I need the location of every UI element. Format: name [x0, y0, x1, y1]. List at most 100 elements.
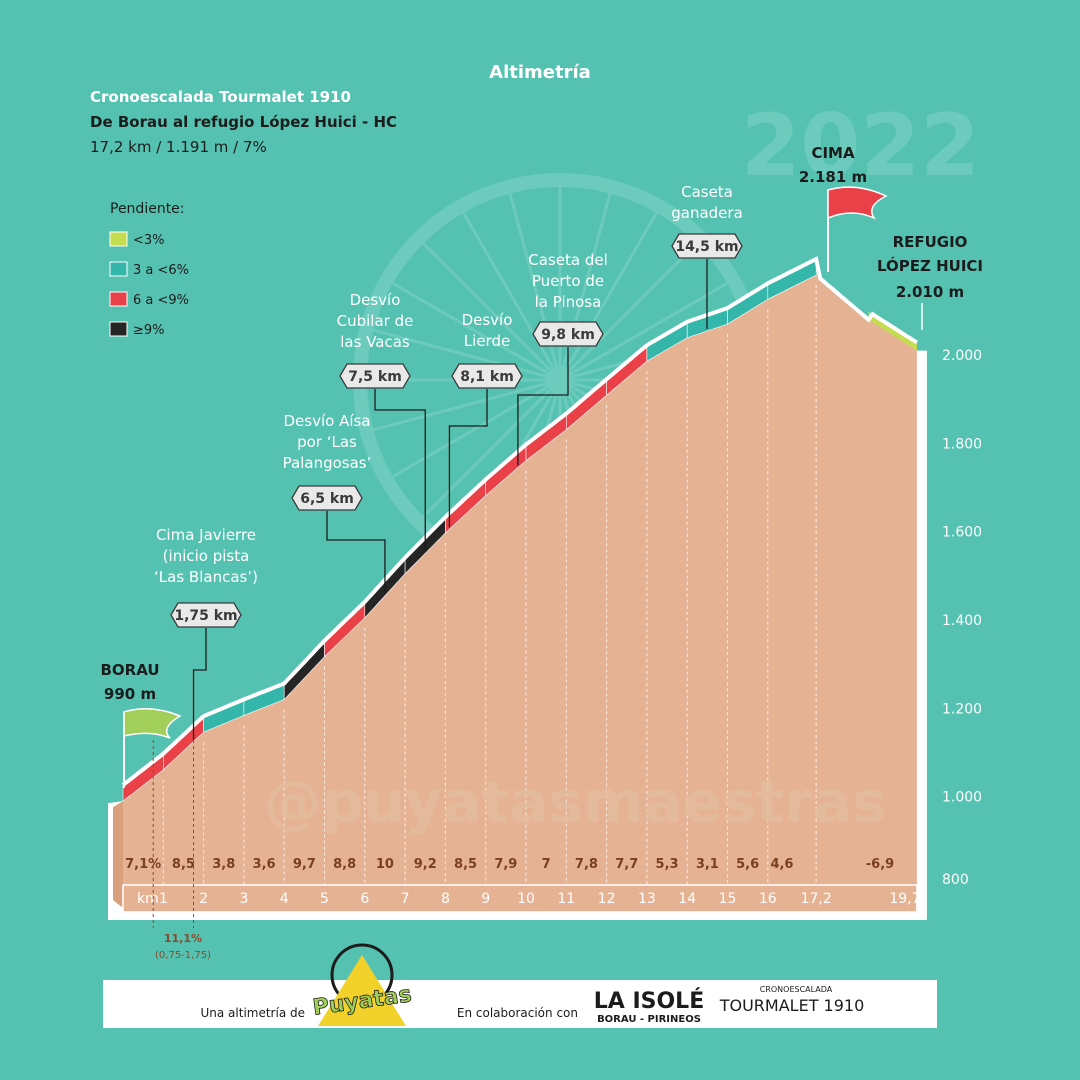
- legend-label: <3%: [133, 233, 165, 248]
- legend-swatch: [109, 261, 128, 277]
- x-tick-label: 3: [239, 891, 248, 907]
- y-tick-label: 1.400: [942, 613, 982, 629]
- segment-grade-label: 7,8: [575, 857, 598, 872]
- km-gridlines: [162, 285, 817, 885]
- route-stats: 17,2 km / 1.191 m / 7%: [90, 138, 267, 156]
- segment-grade-label: 3,8: [212, 857, 235, 872]
- refugio-name-line2: LÓPEZ HUICI: [877, 256, 983, 275]
- wheel-spoke: [558, 240, 700, 382]
- summit-altitude: 2.181 m: [799, 168, 867, 186]
- poi-name: Palangosas’: [283, 454, 372, 472]
- refugio-altitude: 2.010 m: [896, 283, 964, 301]
- y-tick-label: 1.600: [942, 525, 982, 541]
- poi-km-badge: [671, 233, 743, 259]
- profile-side-face: [113, 801, 123, 908]
- segment-grade-label: 7,1%: [125, 857, 161, 872]
- watermark-handle: @puyatasmaestras: [264, 768, 887, 836]
- wheel-spoke: [389, 280, 561, 382]
- footer-collab: En colaboración con: [457, 1006, 578, 1020]
- wheel-spoke: [420, 378, 562, 520]
- summit-name: CIMA: [811, 144, 855, 162]
- profile-top-edge: [121, 256, 918, 787]
- x-tick-label: 17,2: [801, 891, 832, 907]
- poi-name: por ‘Las: [297, 433, 357, 451]
- start-flag-icon: [123, 708, 182, 739]
- chart-title: Altimetría: [489, 62, 591, 83]
- summit-marker: CIMA 2.181 m: [799, 144, 888, 272]
- legend-swatch: [109, 291, 128, 307]
- wheel-spoke: [420, 240, 562, 382]
- legend-swatch: [109, 321, 128, 337]
- wheel-spoke: [460, 209, 562, 381]
- start-altitude: 990 m: [104, 685, 156, 703]
- x-tick-label: 9: [481, 891, 490, 907]
- tourmalet-logo: TOURMALET 1910: [719, 996, 865, 1015]
- segment-grade-label: -6,9: [866, 857, 894, 872]
- poi-name: las Vacas: [340, 333, 410, 351]
- poi-leader-line: [192, 628, 207, 740]
- poi-name: Caseta del: [528, 251, 607, 269]
- steep-grade: 11,1%: [164, 932, 202, 945]
- wheel-spoke: [558, 209, 660, 381]
- wheel-spoke: [370, 327, 561, 382]
- poi-name: Desvío: [350, 291, 401, 309]
- poi-leader-line: [517, 347, 569, 466]
- segment-grades: 7,1% 8,5 3,8 3,6 9,7 8,8 10 9,2 8,5 7,9 7 7,8 7,7 5,3…: [125, 857, 894, 872]
- x-tick-label: 2: [199, 891, 208, 907]
- poi-km-label: 14,5 km: [675, 239, 738, 255]
- segment-grade-label: 7: [542, 857, 551, 872]
- segment-grade-label: 4,6: [770, 857, 793, 872]
- x-tick-label: 12: [598, 891, 616, 907]
- x-tick-label: 4: [280, 891, 289, 907]
- la-isole-logo: LA ISOLÉ: [594, 988, 704, 1014]
- poi-name: Desvío Aísa: [283, 412, 370, 430]
- year-watermark: 2022: [741, 96, 980, 196]
- legend-label: ≥9%: [133, 323, 165, 338]
- x-tick-label: 13: [638, 891, 656, 907]
- poi-km-label: 7,5 km: [348, 369, 402, 385]
- poi-name: ganadera: [671, 204, 743, 222]
- legend-label: 6 a <9%: [133, 293, 189, 308]
- segment-grade-label: 3,1: [696, 857, 719, 872]
- legend-swatch: [109, 231, 128, 247]
- y-tick-label: 1.800: [942, 436, 982, 452]
- y-tick-label: 2.000: [942, 348, 982, 364]
- poi-name: Desvío: [462, 311, 513, 329]
- poi-km-badge: [170, 602, 242, 628]
- steep-section-note: 11,1% (0,75-1,75): [152, 740, 211, 961]
- y-tick-label: 1.200: [942, 701, 982, 717]
- poi-name: (inicio pista: [163, 547, 250, 565]
- wheel-spoke: [507, 190, 562, 381]
- x-tick-label: 15: [719, 891, 737, 907]
- x-tick-label: 8: [441, 891, 450, 907]
- x-tick-label: 6: [360, 891, 369, 907]
- y-tick-label: 800: [942, 872, 969, 888]
- poi-km-label: 6,5 km: [300, 491, 354, 507]
- poi-name: Cubilar de: [337, 312, 414, 330]
- poi-km-label: 1,75 km: [174, 608, 237, 624]
- x-tick-label: 11: [557, 891, 575, 907]
- steep-range: (0,75-1,75): [155, 950, 211, 961]
- poi-km-label: 9,8 km: [541, 327, 595, 343]
- profile-fill: [123, 275, 917, 886]
- x-tick-label: 14: [678, 891, 696, 907]
- poi-leader-line: [326, 511, 386, 594]
- start-name: BORAU: [100, 661, 159, 679]
- legend-label: 3 a <6%: [133, 263, 189, 278]
- segment-grade-label: 10: [376, 857, 394, 872]
- route-name: De Borau al refugio López Huici - HC: [90, 113, 397, 131]
- x-tick-label: 1: [159, 891, 168, 907]
- poi-km-badge: [451, 363, 523, 389]
- segment-grade-label: 8,8: [333, 857, 356, 872]
- footer-made-by: Una altimetría de: [201, 1006, 306, 1020]
- base-strip: [122, 884, 918, 913]
- refugio-marker: REFUGIO LÓPEZ HUICI 2.010 m: [877, 233, 983, 330]
- puyatas-mountain-icon: [318, 955, 406, 1026]
- y-tick-label: 1.000: [942, 790, 982, 806]
- poi-name: Lierde: [464, 332, 510, 350]
- segment-grade-label: 8,5: [172, 857, 195, 872]
- poi-leader-line: [374, 389, 426, 552]
- poi-km-badge: [532, 321, 604, 347]
- la-isole-subtitle: BORAU - PIRINEOS: [597, 1014, 701, 1025]
